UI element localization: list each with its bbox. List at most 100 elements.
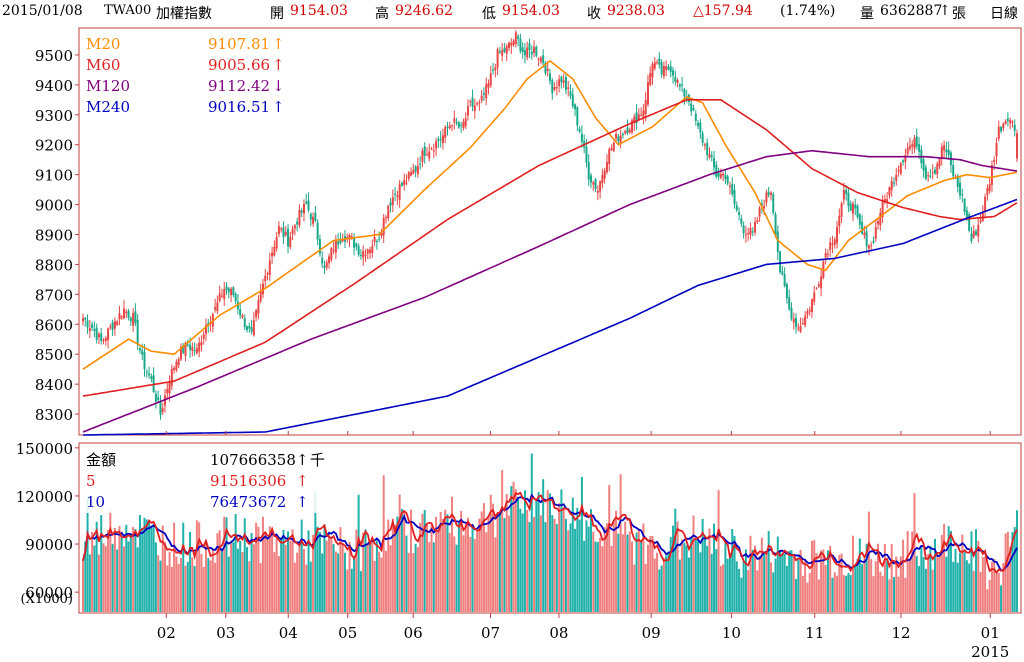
- candle-body: [708, 154, 711, 158]
- legend-arrow-icon: ↓: [272, 77, 285, 95]
- volume-tick-label: 60000: [25, 584, 73, 602]
- volume-bar: [692, 515, 695, 612]
- volume-bar: [717, 490, 720, 612]
- volume-bar: [478, 518, 481, 612]
- candle-body: [544, 62, 547, 74]
- candle-body: [986, 188, 989, 195]
- volume-bar: [574, 528, 577, 612]
- candle-body: [437, 139, 440, 141]
- volume-bar: [482, 503, 485, 612]
- volume-bar: [184, 565, 187, 612]
- candle-body: [451, 125, 454, 127]
- candle-body: [184, 342, 187, 356]
- volume-bar: [920, 546, 923, 612]
- quote-symbol: TWA00: [104, 3, 152, 18]
- volume-bar: [535, 498, 538, 612]
- volume-bar: [929, 546, 932, 612]
- candle-body: [102, 339, 105, 341]
- candle-body: [637, 114, 640, 120]
- legend-arrow-icon: ↑: [272, 35, 285, 53]
- candle-body: [911, 144, 914, 147]
- volume-bar: [314, 490, 317, 612]
- candle-body: [1000, 126, 1003, 132]
- volume-bar: [804, 559, 807, 612]
- candle-body: [86, 320, 89, 328]
- volume-bar: [558, 503, 561, 612]
- candle-body: [856, 205, 859, 217]
- volume-bar: [125, 524, 128, 612]
- volume-bar: [164, 542, 167, 612]
- price-tick-label: 9100: [35, 167, 73, 185]
- candle-body: [234, 293, 237, 302]
- volume-bar: [268, 526, 271, 612]
- candle-body: [724, 175, 727, 180]
- candle-body: [246, 326, 249, 331]
- volume-bar: [154, 542, 157, 612]
- candle-body: [658, 58, 661, 65]
- candle-body: [330, 248, 333, 260]
- candle-body: [628, 129, 631, 133]
- candle-body: [769, 192, 772, 195]
- candle-body: [851, 203, 854, 214]
- candle-body: [826, 253, 829, 255]
- volume-bar: [202, 566, 205, 612]
- volume-bar: [507, 515, 510, 612]
- candle-body: [1004, 121, 1007, 124]
- candle-body: [895, 174, 898, 182]
- volume-bar: [485, 532, 488, 612]
- volume-legend-name: 5: [86, 472, 96, 490]
- period-label: 日線: [990, 6, 1018, 22]
- candle-body: [328, 256, 331, 264]
- volume-bar: [346, 569, 349, 612]
- volume-bar: [462, 535, 465, 612]
- volume-bar: [143, 517, 146, 612]
- candle-body: [482, 93, 485, 95]
- volume-bar: [84, 541, 87, 612]
- volume-bar: [924, 568, 927, 612]
- volume-bar: [255, 522, 258, 612]
- candle-body: [293, 225, 296, 229]
- candle-body: [947, 149, 950, 155]
- month-label: 09: [642, 624, 661, 642]
- candle-body: [640, 114, 643, 116]
- candle-body: [929, 175, 932, 177]
- volume-bar: [425, 524, 428, 612]
- candle-body: [567, 87, 570, 89]
- volume-ma5-line: [82, 491, 1018, 575]
- volume-bar: [765, 552, 768, 612]
- volume-bar: [956, 562, 959, 612]
- candle-body: [177, 359, 180, 366]
- volume-bar: [318, 532, 321, 612]
- candle-body: [305, 201, 308, 204]
- volume-bar: [330, 538, 333, 612]
- candle-body: [580, 133, 583, 142]
- candle-body: [681, 84, 684, 86]
- candle-body: [888, 187, 891, 196]
- volume-bar: [653, 558, 656, 612]
- volume-bar: [86, 498, 89, 612]
- candle-body: [141, 350, 144, 355]
- candle-body: [346, 237, 349, 239]
- volume-bar: [758, 556, 761, 612]
- candle-body: [596, 190, 599, 193]
- candle-body: [879, 212, 882, 226]
- candle-body: [227, 288, 230, 293]
- high-label: 高: [375, 6, 389, 22]
- price-tick-label: 8300: [35, 406, 73, 424]
- candle-body: [496, 49, 499, 68]
- candle-body: [646, 82, 649, 105]
- candle-body: [100, 333, 103, 342]
- candle-body: [410, 172, 413, 176]
- volume-bar: [451, 496, 454, 612]
- candle-body: [774, 214, 777, 236]
- candle-body: [564, 77, 567, 91]
- candle-body: [250, 327, 253, 332]
- candle-body: [758, 207, 761, 217]
- candle-body: [897, 170, 900, 172]
- candle-body: [881, 199, 884, 217]
- volume-ma10-line: [82, 493, 1018, 572]
- candle-body: [419, 163, 422, 165]
- volume-unit: 張: [952, 6, 966, 22]
- candle-body: [189, 344, 192, 350]
